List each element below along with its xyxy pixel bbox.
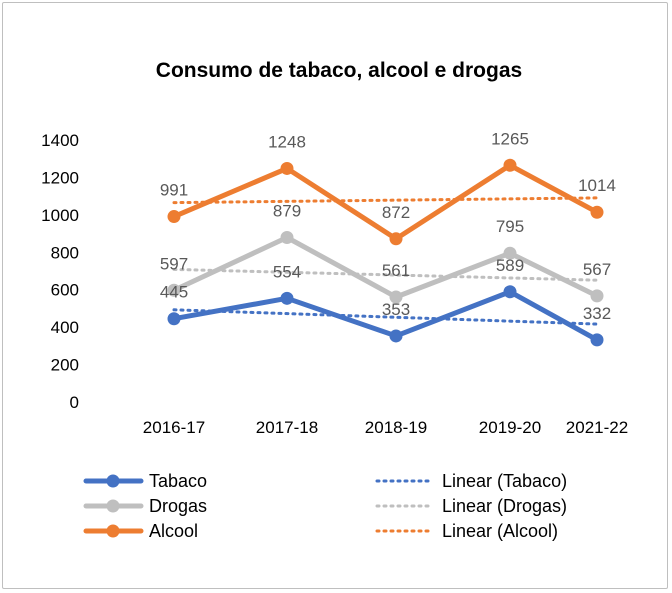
legend: Tabaco Linear (Tabaco) Drogas Linear (Droga… bbox=[83, 471, 567, 541]
data-label-alcool: 1014 bbox=[578, 176, 616, 195]
trendline-drogas bbox=[172, 267, 599, 282]
data-label-drogas: 597 bbox=[160, 254, 188, 273]
data-point-alcool bbox=[280, 161, 294, 175]
data-point-drogas bbox=[389, 290, 403, 304]
x-tick-label: 2016-17 bbox=[143, 418, 205, 437]
y-tick-label: 200 bbox=[51, 356, 79, 375]
x-tick-label: 2021-22 bbox=[566, 418, 628, 437]
trendline-tabaco bbox=[172, 308, 599, 326]
data-point-tabaco bbox=[590, 333, 604, 347]
data-label-drogas: 879 bbox=[273, 202, 301, 221]
legend-marker-drogas bbox=[106, 499, 120, 513]
chart: Consumo de tabaco, alcool e drogas 0 200 4… bbox=[41, 59, 628, 541]
data-label-tabaco: 445 bbox=[160, 283, 188, 302]
y-tick-label: 1200 bbox=[41, 168, 79, 187]
data-point-tabaco bbox=[167, 312, 181, 326]
y-axis: 0 200 400 600 800 1000 1200 1400 bbox=[41, 131, 79, 412]
x-tick-label: 2019-20 bbox=[479, 418, 541, 437]
data-label-alcool: 1248 bbox=[268, 132, 306, 151]
data-label-drogas: 561 bbox=[382, 261, 410, 280]
data-label-tabaco: 353 bbox=[382, 300, 410, 319]
legend-label-alcool: Alcool bbox=[149, 521, 198, 541]
data-label-tabaco: 332 bbox=[583, 304, 611, 323]
data-label-alcool: 991 bbox=[160, 181, 188, 200]
legend-marker-tabaco bbox=[106, 474, 120, 488]
y-tick-label: 400 bbox=[51, 318, 79, 337]
data-point-alcool bbox=[167, 210, 181, 224]
data-label-drogas: 567 bbox=[583, 260, 611, 279]
data-point-drogas bbox=[280, 231, 294, 245]
y-tick-label: 600 bbox=[51, 281, 79, 300]
legend-trend-label-drogas: Linear (Drogas) bbox=[442, 496, 567, 516]
data-point-alcool bbox=[389, 232, 403, 246]
series-lines bbox=[167, 158, 604, 347]
trendline-alcool bbox=[172, 196, 599, 205]
y-tick-label: 0 bbox=[70, 393, 79, 412]
data-label-alcool: 1265 bbox=[491, 129, 529, 148]
x-tick-label: 2018-19 bbox=[365, 418, 427, 437]
data-label-drogas: 795 bbox=[496, 217, 524, 236]
legend-marker-alcool bbox=[106, 524, 120, 538]
data-point-tabaco bbox=[389, 329, 403, 343]
data-point-alcool bbox=[503, 158, 517, 172]
data-point-alcool bbox=[590, 205, 604, 219]
legend-label-tabaco: Tabaco bbox=[149, 471, 207, 491]
y-tick-label: 1000 bbox=[41, 206, 79, 225]
data-label-alcool: 872 bbox=[382, 203, 410, 222]
data-label-tabaco: 589 bbox=[496, 256, 524, 275]
data-labels: 445 554 353 589 332 597 879 561 795 567 991 1248 872… bbox=[160, 129, 616, 323]
chart-title: Consumo de tabaco, alcool e drogas bbox=[156, 59, 522, 82]
x-axis: 2016-17 2017-18 2018-19 2019-20 2021-22 bbox=[143, 418, 628, 437]
data-point-drogas bbox=[167, 283, 181, 297]
data-point-drogas bbox=[503, 246, 517, 260]
data-point-drogas bbox=[590, 289, 604, 303]
y-tick-label: 1400 bbox=[41, 131, 79, 150]
data-point-tabaco bbox=[503, 285, 517, 299]
y-tick-label: 800 bbox=[51, 243, 79, 262]
data-point-tabaco bbox=[280, 291, 294, 305]
trendlines bbox=[172, 196, 599, 326]
legend-trend-label-alcool: Linear (Alcool) bbox=[442, 521, 558, 541]
x-tick-label: 2017-18 bbox=[256, 418, 318, 437]
legend-trend-label-tabaco: Linear (Tabaco) bbox=[442, 471, 567, 491]
data-label-tabaco: 554 bbox=[273, 262, 301, 281]
legend-label-drogas: Drogas bbox=[149, 496, 207, 516]
